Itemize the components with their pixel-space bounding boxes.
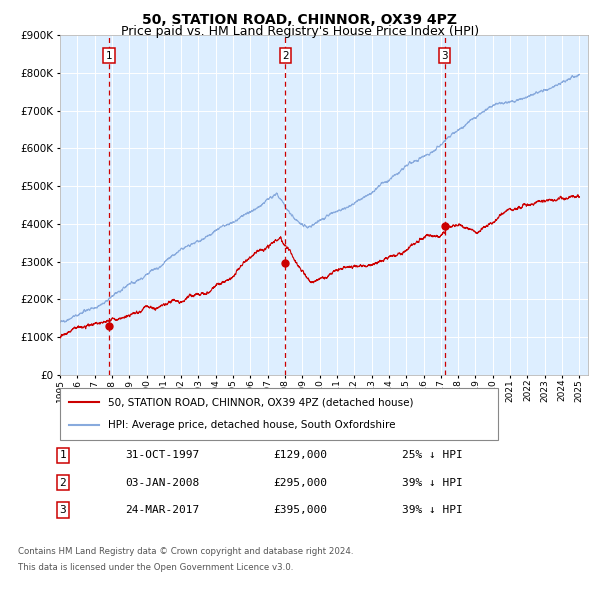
Text: £295,000: £295,000 bbox=[273, 478, 327, 487]
Text: 2: 2 bbox=[59, 478, 67, 487]
Text: 3: 3 bbox=[59, 505, 67, 514]
Text: 2: 2 bbox=[282, 51, 289, 61]
Text: 24-MAR-2017: 24-MAR-2017 bbox=[125, 505, 199, 514]
Text: Contains HM Land Registry data © Crown copyright and database right 2024.: Contains HM Land Registry data © Crown c… bbox=[18, 547, 353, 556]
Text: This data is licensed under the Open Government Licence v3.0.: This data is licensed under the Open Gov… bbox=[18, 563, 293, 572]
Text: 03-JAN-2008: 03-JAN-2008 bbox=[125, 478, 199, 487]
Text: 3: 3 bbox=[442, 51, 448, 61]
Text: £129,000: £129,000 bbox=[273, 451, 327, 460]
Text: 1: 1 bbox=[106, 51, 112, 61]
Text: 39% ↓ HPI: 39% ↓ HPI bbox=[401, 478, 463, 487]
Text: £395,000: £395,000 bbox=[273, 505, 327, 514]
Text: Price paid vs. HM Land Registry's House Price Index (HPI): Price paid vs. HM Land Registry's House … bbox=[121, 25, 479, 38]
Text: 31-OCT-1997: 31-OCT-1997 bbox=[125, 451, 199, 460]
Text: 50, STATION ROAD, CHINNOR, OX39 4PZ (detached house): 50, STATION ROAD, CHINNOR, OX39 4PZ (det… bbox=[108, 397, 413, 407]
Text: HPI: Average price, detached house, South Oxfordshire: HPI: Average price, detached house, Sout… bbox=[108, 420, 395, 430]
Text: 39% ↓ HPI: 39% ↓ HPI bbox=[401, 505, 463, 514]
Text: 1: 1 bbox=[59, 451, 67, 460]
Text: 50, STATION ROAD, CHINNOR, OX39 4PZ: 50, STATION ROAD, CHINNOR, OX39 4PZ bbox=[143, 13, 458, 27]
Text: 25% ↓ HPI: 25% ↓ HPI bbox=[401, 451, 463, 460]
FancyBboxPatch shape bbox=[60, 388, 498, 440]
